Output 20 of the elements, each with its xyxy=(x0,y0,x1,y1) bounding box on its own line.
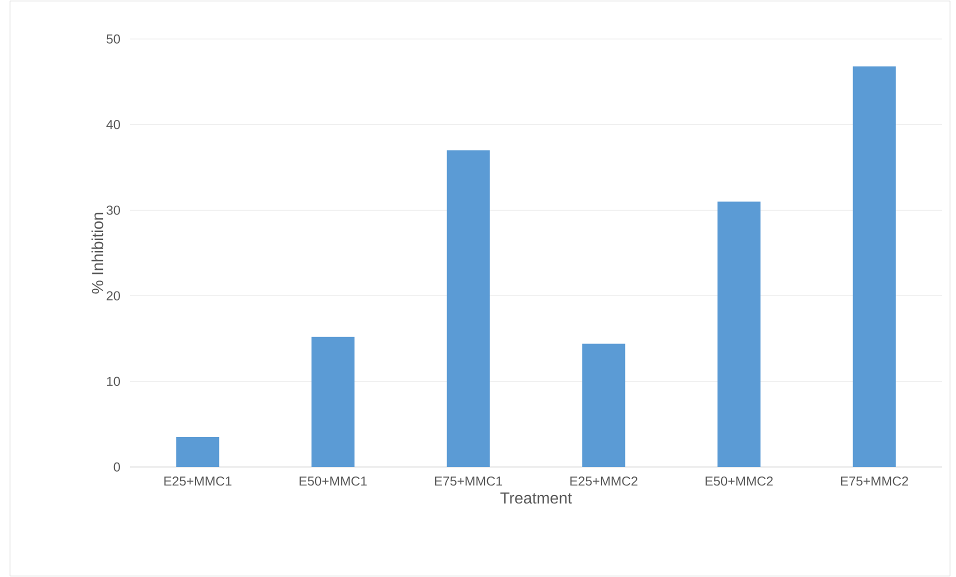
y-axis-title: % Inhibition xyxy=(92,212,104,294)
x-tick-label: E50+MMC1 xyxy=(300,476,367,486)
y-tick-label: 0 xyxy=(114,462,120,472)
x-tick-label: E75+MMC1 xyxy=(435,476,502,486)
y-tick-label: 50 xyxy=(106,34,120,44)
x-tick-label: E50+MMC2 xyxy=(706,476,773,486)
bar xyxy=(718,202,761,467)
x-axis-title: Treatment xyxy=(500,492,572,504)
x-tick-label: E25+MMC1 xyxy=(164,476,232,486)
x-tick-label: E75+MMC2 xyxy=(841,476,908,486)
bar xyxy=(852,66,896,467)
y-tick-label: 20 xyxy=(106,291,120,300)
y-tick-label: 30 xyxy=(106,206,120,215)
bar xyxy=(176,437,220,467)
x-tick-label: E25+MMC2 xyxy=(570,476,638,486)
bar xyxy=(446,150,490,467)
y-tick-label: 10 xyxy=(107,376,120,386)
bar xyxy=(582,344,626,467)
y-tick-label: 40 xyxy=(106,120,120,130)
bar xyxy=(312,336,355,467)
